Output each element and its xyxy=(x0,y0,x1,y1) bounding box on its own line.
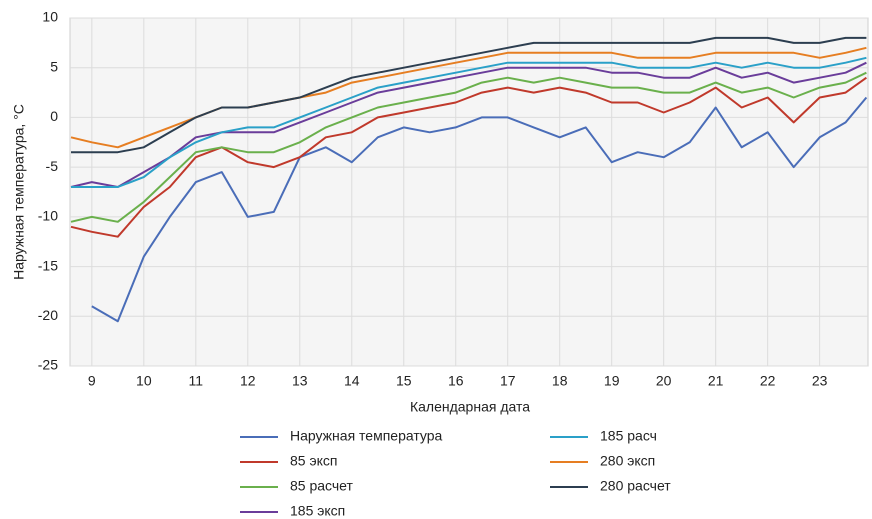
y-tick-label: -5 xyxy=(46,158,59,174)
x-tick-label: 18 xyxy=(552,373,568,389)
series-line xyxy=(70,76,867,238)
y-tick-label: -25 xyxy=(38,357,58,373)
y-tick-label: 10 xyxy=(42,9,58,25)
x-tick-label: 9 xyxy=(88,373,96,389)
x-axis-label: Календарная дата xyxy=(410,399,530,415)
y-tick-label: 0 xyxy=(50,108,58,124)
y-axis-label: Наружная температура, °C xyxy=(11,104,27,280)
x-tick-label: 16 xyxy=(448,373,464,389)
series-line xyxy=(71,36,867,154)
x-tick-label: 10 xyxy=(136,373,152,389)
series-line xyxy=(71,56,867,188)
legend-label: 280 эксп xyxy=(600,453,655,469)
x-tick-label: 13 xyxy=(292,373,308,389)
x-tick-label: 14 xyxy=(344,373,360,389)
x-tick-label: 20 xyxy=(656,373,672,389)
x-tick-label: 17 xyxy=(500,373,516,389)
legend-label: 185 эксп xyxy=(290,503,345,519)
legend-label: 85 расчет xyxy=(290,478,353,494)
y-tick-label: -10 xyxy=(38,208,58,224)
x-tick-label: 19 xyxy=(604,373,620,389)
x-tick-label: 22 xyxy=(760,373,776,389)
x-tick-label: 12 xyxy=(240,373,256,389)
x-tick-label: 11 xyxy=(189,373,204,389)
series-line xyxy=(70,61,867,188)
x-tick-label: 15 xyxy=(396,373,412,389)
legend-label: 85 эксп xyxy=(290,453,337,469)
y-tick-label: -15 xyxy=(38,257,58,273)
legend-label: Наружная температура xyxy=(290,428,443,444)
legend-label: 185 расч xyxy=(600,428,657,444)
series-line xyxy=(91,96,868,323)
legend-label: 280 расчет xyxy=(600,478,671,494)
x-tick-label: 21 xyxy=(708,373,724,389)
y-tick-label: 5 xyxy=(50,58,58,74)
y-tick-label: -20 xyxy=(38,307,58,323)
x-tick-label: 23 xyxy=(812,373,828,389)
series-line xyxy=(70,71,867,223)
